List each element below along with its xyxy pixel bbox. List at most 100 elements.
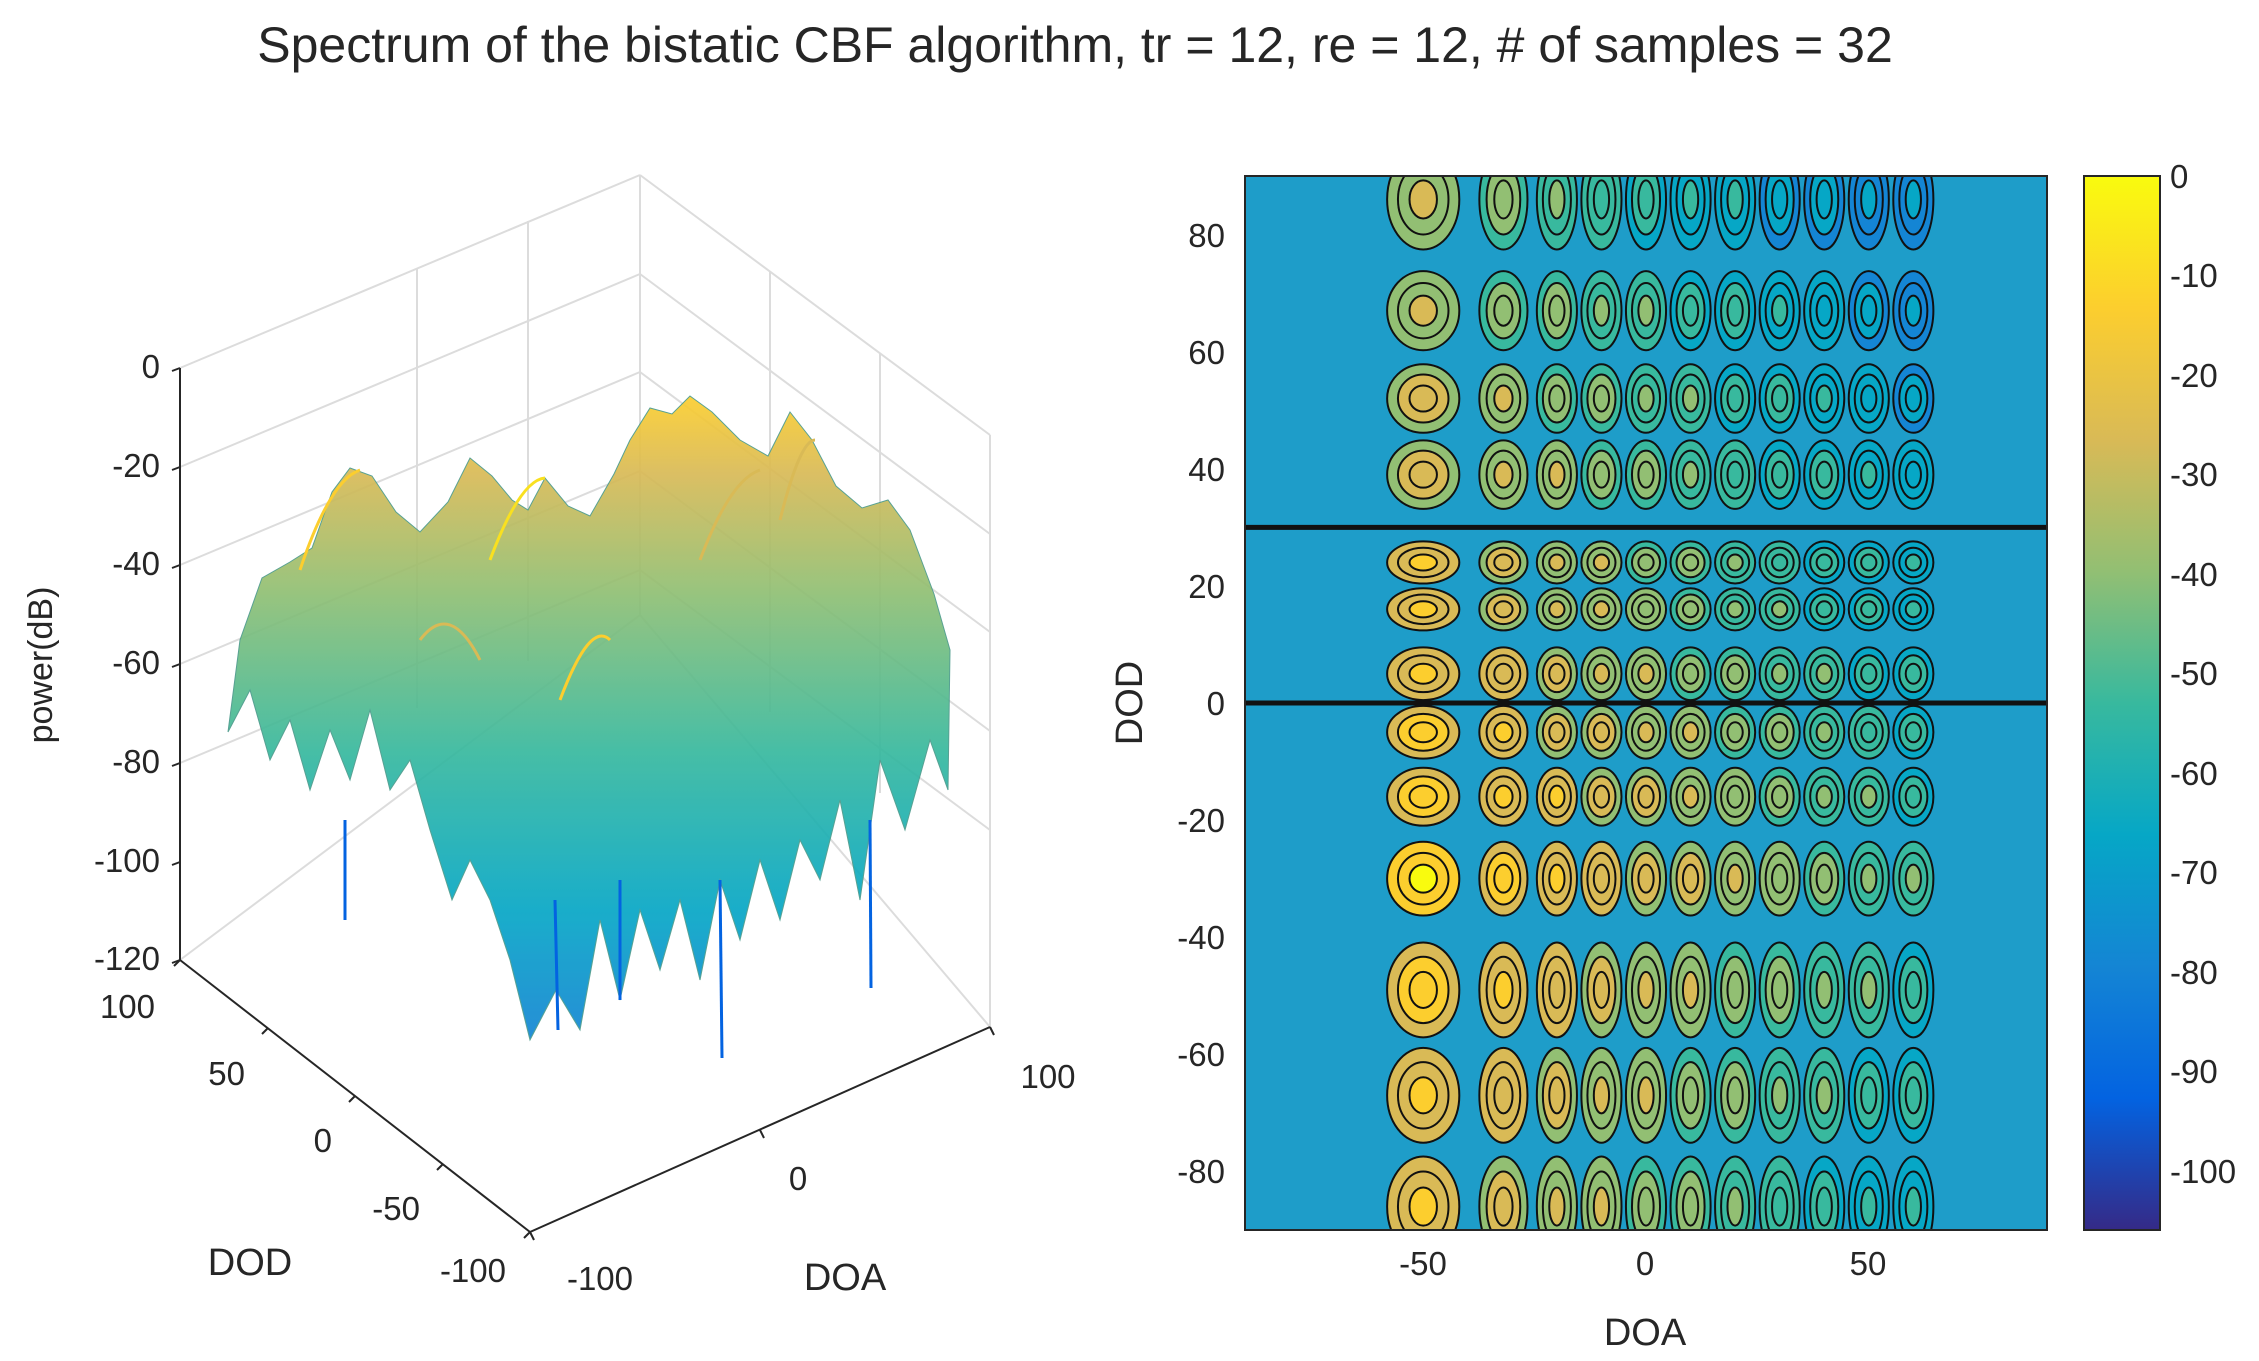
z-tick-label: -100: [94, 842, 160, 879]
contour-level: [1637, 662, 1655, 685]
y-tick-labels-3d: 100 50 0 -50 -100: [100, 988, 506, 1289]
contour-level: [1493, 1186, 1514, 1227]
contour-level: [1592, 384, 1611, 413]
contour-x-tick-label: 0: [1636, 1245, 1654, 1282]
contour-level: [1771, 600, 1789, 619]
contour-level: [1904, 1186, 1922, 1227]
contour-level: [1681, 460, 1700, 489]
contour-level: [1408, 1076, 1438, 1115]
contour-level: [1904, 863, 1922, 894]
colorbar-tick-label: -50: [2170, 655, 2218, 692]
z-tick-label: -20: [112, 447, 160, 484]
contour-level: [1548, 1076, 1566, 1115]
contour-level: [1771, 863, 1789, 894]
x-tick-label: 100: [1020, 1058, 1075, 1095]
contour-level: [1408, 384, 1438, 413]
contour-level: [1771, 662, 1789, 685]
contour-level: [1860, 460, 1878, 489]
contour-level: [1637, 863, 1655, 894]
contour-y-tick-label: -20: [1177, 802, 1225, 839]
contour-level: [1548, 600, 1566, 619]
contour-level: [1592, 863, 1611, 894]
colorbar-tick-label: -30: [2170, 456, 2218, 493]
contour-level: [1637, 784, 1655, 809]
contour-level: [1548, 721, 1566, 744]
contour-level: [1637, 600, 1655, 619]
contour-level: [1726, 384, 1744, 413]
contour-level: [1681, 784, 1700, 809]
contour-level: [1408, 863, 1438, 894]
contour-level: [1493, 179, 1514, 220]
contour-level: [1860, 1186, 1878, 1227]
contour-level: [1548, 179, 1566, 220]
contour-x-ticks: -50 0 50: [1399, 1245, 1886, 1282]
colorbar-tick-label: -40: [2170, 556, 2218, 593]
contour-y-tick-label: 0: [1207, 685, 1225, 722]
contour-level: [1408, 553, 1438, 572]
surface-plot: 0 -20 -40 -60 -80 -100 -120 100 50 0 -50…: [22, 174, 1076, 1299]
colorbar-tick-label: -100: [2170, 1153, 2236, 1190]
contour-level: [1493, 784, 1514, 809]
contour-y-tick-label: 80: [1188, 217, 1225, 254]
contour-level: [1726, 784, 1744, 809]
contour-y-axis-label: DOD: [1109, 661, 1151, 745]
colorbar-tick-label: -60: [2170, 755, 2218, 792]
colorbar-tick-labels: 0 -10 -20 -30 -40 -50 -60 -70 -80 -90 -1…: [2170, 158, 2236, 1190]
contour-level: [1726, 460, 1744, 489]
contour-level: [1904, 294, 1922, 327]
contour-level: [1637, 721, 1655, 744]
colorbar-tick-label: -20: [2170, 357, 2218, 394]
contour-level: [1771, 179, 1789, 220]
contour-level: [1904, 784, 1922, 809]
contour-level: [1815, 553, 1833, 572]
contour-level: [1592, 1186, 1611, 1227]
contour-level: [1726, 294, 1744, 327]
x-axis-label-3d: DOA: [804, 1257, 887, 1299]
contour-level: [1408, 721, 1438, 744]
contour-level: [1681, 384, 1700, 413]
contour-level: [1637, 970, 1655, 1009]
contour-level: [1904, 1076, 1922, 1115]
contour-level: [1726, 863, 1744, 894]
contour-level: [1726, 1076, 1744, 1115]
contour-level: [1860, 784, 1878, 809]
contour-level: [1726, 600, 1744, 619]
contour-y-tick-label: -80: [1177, 1153, 1225, 1190]
contour-level: [1637, 179, 1655, 220]
contour-level: [1637, 1186, 1655, 1227]
contour-level: [1904, 662, 1922, 685]
contour-y-tick-label: 60: [1188, 334, 1225, 371]
contour-level: [1592, 460, 1611, 489]
contour-level: [1771, 784, 1789, 809]
colorbar-tick-label: -70: [2170, 854, 2218, 891]
contour-level: [1771, 970, 1789, 1009]
contour-level: [1681, 600, 1700, 619]
contour-level: [1493, 863, 1514, 894]
z-tick-label: -60: [112, 644, 160, 681]
contour-level: [1726, 179, 1744, 220]
contour-level: [1681, 294, 1700, 327]
contour-cells: [1245, 176, 2047, 1230]
contour-level: [1815, 294, 1833, 327]
contour-level: [1815, 662, 1833, 685]
contour-y-tick-label: 20: [1188, 568, 1225, 605]
contour-level: [1408, 179, 1438, 220]
contour-frame: [1244, 175, 2048, 1231]
colorbar-tick-label: -90: [2170, 1053, 2218, 1090]
contour-y-tick-label: -40: [1177, 919, 1225, 956]
contour-level: [1592, 721, 1611, 744]
z-tick-label: 0: [142, 348, 160, 385]
colorbar-tick-label: -10: [2170, 257, 2218, 294]
contour-level: [1681, 970, 1700, 1009]
contour-level: [1637, 553, 1655, 572]
contour-level: [1904, 384, 1922, 413]
contour-level: [1408, 1186, 1438, 1227]
contour-x-axis-label: DOA: [1604, 1312, 1687, 1354]
contour-level: [1548, 553, 1566, 572]
contour-level: [1681, 553, 1700, 572]
contour-level: [1904, 970, 1922, 1009]
contour-level: [1408, 600, 1438, 619]
contour-level: [1592, 179, 1611, 220]
z-tick-label: -80: [112, 743, 160, 780]
